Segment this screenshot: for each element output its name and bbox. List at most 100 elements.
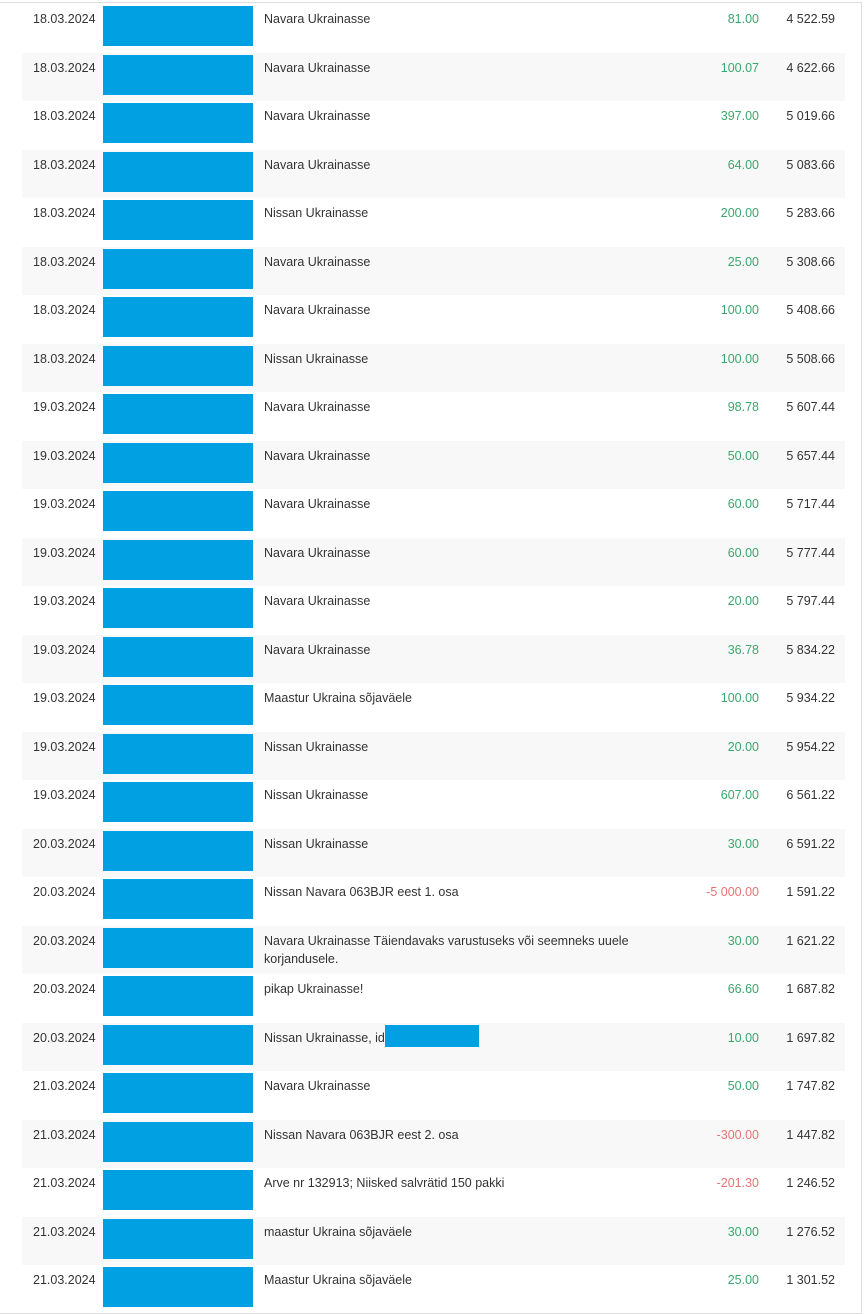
table-row[interactable]: 19.03.2024 Navara Ukrainasse 60.00 5 717.44 <box>22 489 845 538</box>
running-balance: 5 408.66 <box>786 303 835 317</box>
running-balance: 5 717.44 <box>786 497 835 511</box>
redacted-counterparty <box>103 200 253 240</box>
transaction-date: 20.03.2024 <box>33 1030 96 1045</box>
redacted-counterparty <box>103 733 253 774</box>
transaction-description: Navara Ukrainasse <box>264 107 654 125</box>
redacted-counterparty <box>103 1024 253 1065</box>
description-text: Navara Ukrainasse <box>264 254 371 269</box>
transactions-table: 18.03.2024 Navara Ukrainasse 81.00 4 522.59… <box>22 4 845 1314</box>
transaction-date: 19.03.2024 <box>33 739 96 754</box>
table-row[interactable]: 18.03.2024 Navara Ukrainasse 100.07 4 622.6… <box>22 52 845 101</box>
transaction-description: Nissan Navara 063BJR eest 2. osa <box>264 1126 654 1144</box>
transaction-description: Arve nr 132913; Niisked salvrätid 150 pa… <box>264 1174 654 1192</box>
transaction-amount: 607.00 <box>720 788 759 802</box>
table-row[interactable]: 19.03.2024 Navara Ukrainasse 50.00 5 657.44 <box>22 440 845 489</box>
table-row[interactable]: 21.03.2024 maastur Ukraina sõjaväele 30.00… <box>22 1216 845 1265</box>
table-row[interactable]: 20.03.2024 Nissan Ukrainasse 30.00 6 591.22 <box>22 828 845 877</box>
table-row[interactable]: 21.03.2024 Navara Ukrainasse 50.00 1 747.82 <box>22 1071 845 1120</box>
redacted-counterparty <box>103 1267 253 1307</box>
redacted-counterparty <box>103 1170 253 1210</box>
transaction-amount: 25.00 <box>727 254 759 269</box>
transaction-date: 19.03.2024 <box>33 642 96 657</box>
transaction-amount: 100.00 <box>720 691 759 705</box>
transaction-amount: 100.00 <box>720 351 759 366</box>
table-row[interactable]: 18.03.2024 Navara Ukrainasse 81.00 4 522.59 <box>22 4 845 53</box>
transaction-description: Navara Ukrainasse Täiendavaks varustusek… <box>264 932 654 968</box>
transaction-date: 18.03.2024 <box>33 254 96 269</box>
transaction-amount: 60.00 <box>727 497 759 511</box>
table-row[interactable]: 18.03.2024 Nissan Ukrainasse 100.00 5 508.6… <box>22 343 845 392</box>
transaction-amount: -5 000.00 <box>706 885 759 899</box>
redacted-counterparty <box>103 927 253 968</box>
description-text: Nissan Navara 063BJR eest 1. osa <box>264 885 459 899</box>
transaction-date: 18.03.2024 <box>33 60 96 75</box>
table-row[interactable]: 19.03.2024 Nissan Ukrainasse 20.00 5 954.22 <box>22 731 845 780</box>
transaction-amount: 64.00 <box>727 157 759 172</box>
transaction-date: 19.03.2024 <box>33 545 96 560</box>
table-row[interactable]: 18.03.2024 Nissan Ukrainasse 200.00 5 283.6… <box>22 198 845 247</box>
table-row[interactable]: 18.03.2024 Navara Ukrainasse 100.00 5 408.6… <box>22 295 845 344</box>
transaction-description: Maastur Ukraina sõjaväele <box>264 1271 654 1289</box>
running-balance: 6 561.22 <box>786 788 835 802</box>
transaction-amount: 66.60 <box>727 982 759 996</box>
description-text: maastur Ukraina sõjaväele <box>264 1224 412 1239</box>
transaction-date: 20.03.2024 <box>33 836 96 851</box>
redacted-counterparty <box>103 782 253 822</box>
description-text: Navara Ukrainasse <box>264 109 371 123</box>
running-balance: 5 797.44 <box>786 594 835 608</box>
redacted-counterparty <box>103 539 253 580</box>
table-row[interactable]: 20.03.2024 Nissan Navara 063BJR eest 1. o… <box>22 877 845 926</box>
transaction-description: Navara Ukrainasse <box>264 10 654 28</box>
redacted-counterparty <box>103 442 253 483</box>
transaction-date: 20.03.2024 <box>33 982 96 996</box>
transaction-amount: 36.78 <box>727 642 759 657</box>
transaction-description: Maastur Ukraina sõjaväele <box>264 689 654 707</box>
redacted-counterparty <box>103 248 253 289</box>
transaction-date: 21.03.2024 <box>33 1176 96 1190</box>
description-text: Navara Ukrainasse <box>264 400 371 414</box>
table-row[interactable]: 19.03.2024 Navara Ukrainasse 98.78 5 607.44 <box>22 392 845 441</box>
transaction-description: maastur Ukraina sõjaväele <box>264 1223 654 1241</box>
transaction-description: Navara Ukrainasse <box>264 59 654 77</box>
table-row[interactable]: 19.03.2024 Navara Ukrainasse 36.78 5 834.22 <box>22 634 845 683</box>
transaction-description: Navara Ukrainasse <box>264 156 654 174</box>
table-row[interactable]: 20.03.2024 Navara Ukrainasse Täiendavaks … <box>22 925 845 974</box>
transaction-date: 19.03.2024 <box>33 497 96 511</box>
table-row[interactable]: 20.03.2024 Nissan Ukrainasse, id 10.00 1 69… <box>22 1022 845 1071</box>
table-row[interactable]: 21.03.2024 Arve nr 132913; Niisked salvrä… <box>22 1168 845 1217</box>
transaction-description: Nissan Ukrainasse <box>264 738 654 756</box>
table-row[interactable]: 19.03.2024 Navara Ukrainasse 20.00 5 797.44 <box>22 586 845 635</box>
table-row[interactable]: 20.03.2024 pikap Ukrainasse! 66.60 1 687.82 <box>22 974 845 1023</box>
transaction-amount: 60.00 <box>727 545 759 560</box>
running-balance: 5 019.66 <box>786 109 835 123</box>
redacted-counterparty <box>103 636 253 677</box>
table-row[interactable]: 18.03.2024 Navara Ukrainasse 25.00 5 308.66 <box>22 246 845 295</box>
description-text: Nissan Ukrainasse <box>264 788 369 802</box>
table-row[interactable]: 19.03.2024 Maastur Ukraina sõjaväele 100.0… <box>22 683 845 732</box>
transaction-description: Navara Ukrainasse <box>264 1077 654 1095</box>
table-row[interactable]: 19.03.2024 Nissan Ukrainasse 607.00 6 561.2… <box>22 780 845 829</box>
transaction-amount: 100.07 <box>720 60 759 75</box>
transaction-date: 20.03.2024 <box>33 885 96 899</box>
transaction-description: Navara Ukrainasse <box>264 301 654 319</box>
redacted-counterparty <box>103 345 253 386</box>
running-balance: 5 934.22 <box>786 691 835 705</box>
description-text: Navara Ukrainasse Täiendavaks varustusek… <box>264 933 629 966</box>
running-balance: 1 621.22 <box>786 933 835 948</box>
description-text: Nissan Ukrainasse <box>264 739 369 754</box>
running-balance: 5 834.22 <box>786 642 835 657</box>
running-balance: 1 697.82 <box>786 1030 835 1045</box>
table-row[interactable]: 18.03.2024 Navara Ukrainasse 64.00 5 083.66 <box>22 149 845 198</box>
transaction-date: 18.03.2024 <box>33 303 96 317</box>
transaction-description: Navara Ukrainasse <box>264 495 654 513</box>
table-row[interactable]: 21.03.2024 Maastur Ukraina sõjaväele 25.00… <box>22 1265 845 1314</box>
table-row[interactable]: 21.03.2024 Nissan Navara 063BJR eest 2. o… <box>22 1119 845 1168</box>
transaction-description: Nissan Ukrainasse <box>264 350 654 368</box>
table-row[interactable]: 18.03.2024 Navara Ukrainasse 397.00 5 019.6… <box>22 101 845 150</box>
running-balance: 1 687.82 <box>786 982 835 996</box>
transaction-amount: 98.78 <box>727 400 759 414</box>
transaction-date: 18.03.2024 <box>33 12 96 26</box>
table-row[interactable]: 19.03.2024 Navara Ukrainasse 60.00 5 777.44 <box>22 537 845 586</box>
transaction-description: Navara Ukrainasse <box>264 253 654 271</box>
transaction-date: 19.03.2024 <box>33 448 96 463</box>
